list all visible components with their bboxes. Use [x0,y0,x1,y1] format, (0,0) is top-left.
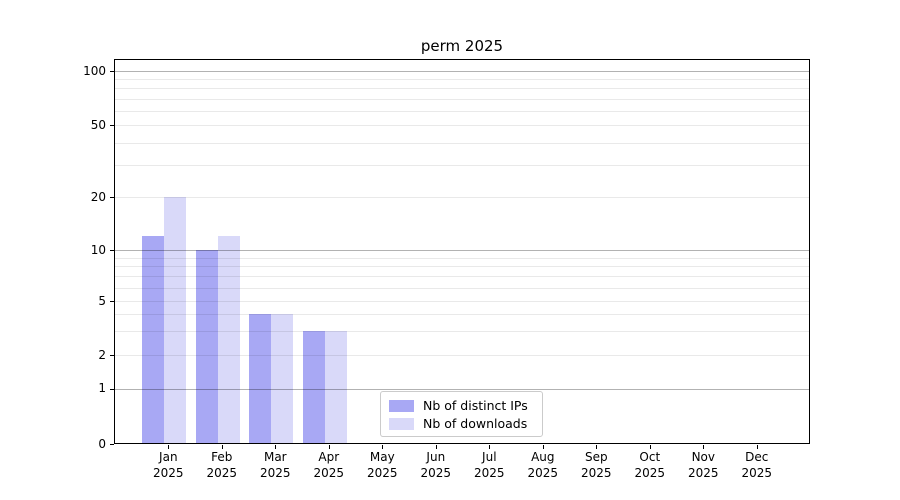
x-tick-month: Jul [482,450,497,464]
y-tick-mark [110,71,114,72]
x-tick-year: 2025 [688,465,719,480]
x-tick-year: 2025 [581,465,612,480]
x-tick-year: 2025 [634,465,666,480]
x-tick-mark [168,445,170,449]
x-tick-mark [542,445,544,449]
x-tick-month: May [369,450,395,464]
y-tick-label: 1 [98,381,106,395]
x-tick-mark [328,445,330,449]
gridline-minor [114,110,810,112]
bar-distinct-ips-apr [302,331,325,444]
x-tick-month: Feb [211,450,233,464]
x-tick-mark [382,445,384,449]
x-tick-year: 2025 [367,465,398,480]
bar-downloads-jan [164,197,187,444]
x-tick-month: Dec [745,450,769,464]
legend-swatch-icon [389,399,414,412]
x-tick-month: Mar [263,450,287,464]
y-tick-mark [110,197,114,198]
x-tick-year: 2025 [527,465,559,480]
gridline-minor [114,142,810,144]
x-tick-mark [221,445,223,449]
x-tick-year: 2025 [206,465,238,480]
legend-item-downloads: Nb of downloads [389,415,534,432]
chart-title: perm 2025 [420,37,504,55]
x-tick-label-feb: Feb 2025 [192,450,252,481]
x-tick-label-apr: Apr 2025 [299,450,359,481]
x-tick-label-jun: Jun 2025 [406,450,466,481]
legend-item-distinct-ips: Nb of distinct IPs [389,397,534,414]
x-tick-label-sep: Sep 2025 [566,450,626,481]
bar-distinct-ips-feb [195,250,218,444]
bar-distinct-ips-mar [249,314,272,444]
x-tick-mark [649,445,651,449]
y-tick-mark [110,125,114,126]
x-tick-label-may: May 2025 [352,450,412,481]
bar-distinct-ips-jan [142,236,165,444]
y-tick-mark [110,388,114,390]
y-tick-label: 50 [90,117,106,132]
legend: Nb of distinct IPs Nb of downloads [380,391,543,437]
x-tick-year: 2025 [741,465,773,480]
gridline-minor [114,165,810,167]
gridline-major [114,71,810,72]
x-tick-month: Sep [584,450,608,464]
y-tick-label: 20 [90,189,106,204]
x-tick-label-aug: Aug 2025 [513,450,573,481]
x-tick-mark [703,445,705,449]
legend-label: Nb of downloads [423,416,528,431]
legend-swatch-icon [389,417,414,430]
gridline-minor [114,88,810,90]
y-tick-label: 0 [98,436,106,451]
x-tick-month: Oct [639,450,661,464]
gridline-minor [114,98,810,100]
x-tick-mark [489,445,491,449]
legend-label: Nb of distinct IPs [423,398,528,413]
x-tick-mark [435,445,437,449]
y-tick-mark [110,355,114,356]
gridline-minor [114,197,810,198]
y-tick-label: 5 [98,293,106,308]
x-tick-label-nov: Nov 2025 [673,450,733,481]
y-tick-mark [110,444,114,445]
x-tick-mark [275,445,277,449]
x-tick-month: Jun [426,450,446,464]
x-tick-label-oct: Oct 2025 [620,450,680,481]
gridline-minor [114,79,810,81]
y-tick-label: 10 [90,242,106,257]
x-tick-label-jan: Jan 2025 [138,450,198,481]
x-tick-month: Nov [691,450,715,464]
x-tick-mark [596,445,598,449]
bar-downloads-apr [324,331,347,444]
x-tick-label-mar: Mar 2025 [245,450,305,481]
x-tick-month: Aug [531,450,555,464]
x-tick-year: 2025 [420,465,452,480]
x-tick-label-jul: Jul 2025 [459,450,519,481]
y-tick-mark [110,301,114,302]
x-tick-label-dec: Dec 2025 [727,450,787,481]
y-tick-label: 100 [83,63,106,78]
y-tick-mark [110,250,114,251]
plot-area: Nb of distinct IPs Nb of downloads [114,59,810,444]
x-tick-year: 2025 [474,465,505,480]
x-tick-year: 2025 [260,465,291,480]
x-tick-month: Apr [318,450,340,464]
x-tick-year: 2025 [313,465,345,480]
bar-downloads-feb [217,236,240,444]
gridline-minor [114,125,810,126]
x-tick-year: 2025 [153,465,184,480]
x-tick-month: Jan [159,450,178,464]
y-tick-label: 2 [98,347,106,362]
x-tick-mark [756,445,758,449]
bar-downloads-mar [271,314,294,444]
